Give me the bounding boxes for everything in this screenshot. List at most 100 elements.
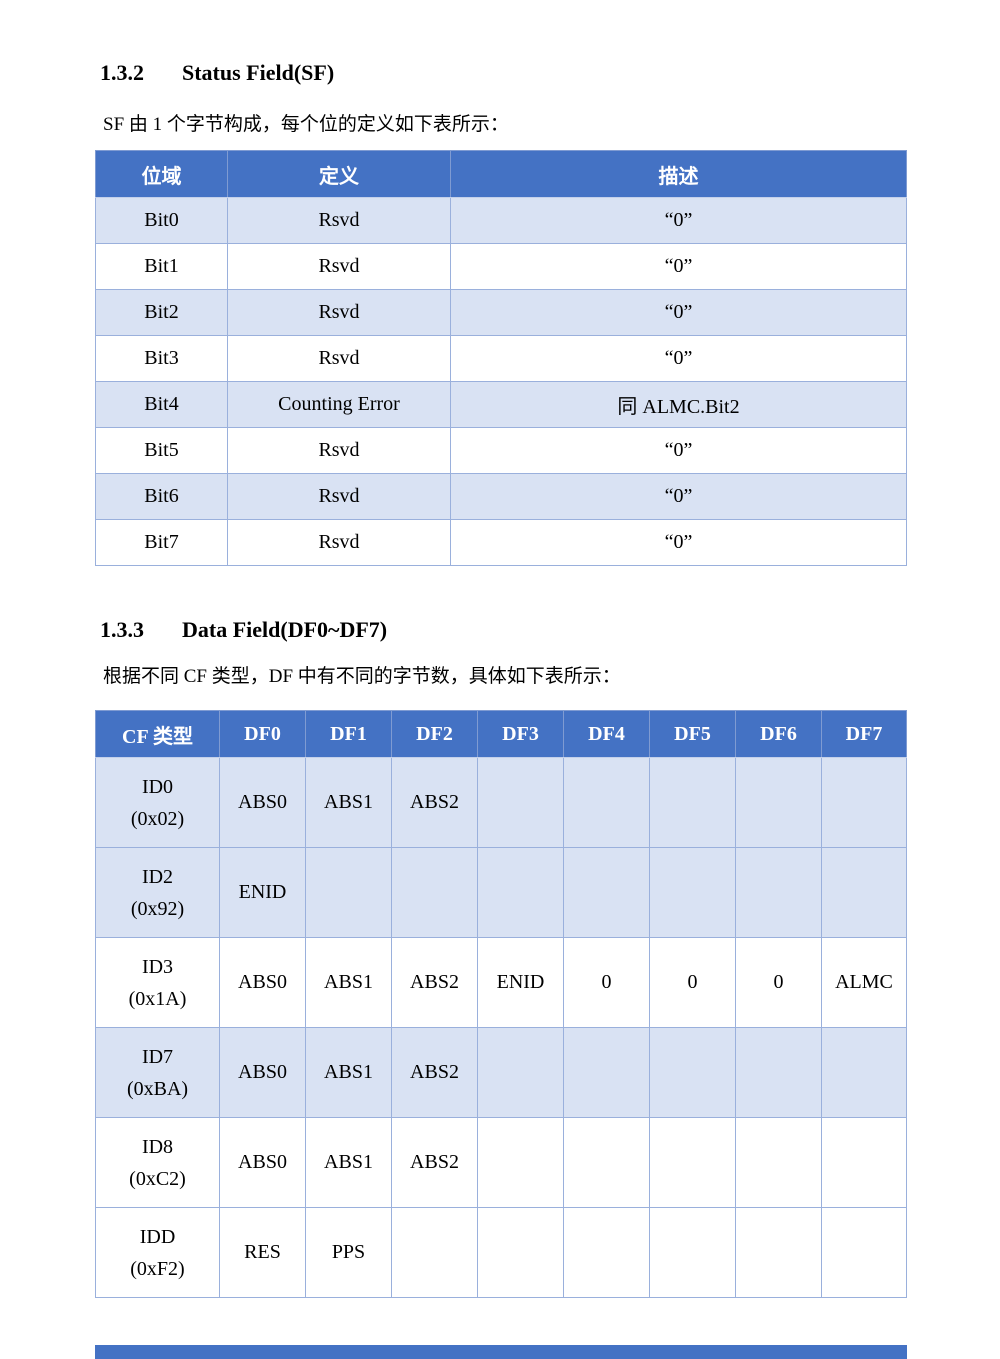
data-field-intro-text: 根据不同 CF 类型，DF 中有不同的字节数，具体如下表所示： <box>103 666 621 687</box>
column-header: 定义 <box>227 150 451 198</box>
cf-id: ID3 <box>141 955 174 978</box>
df6-cell <box>735 1117 822 1208</box>
section-number: 1.3.2 <box>100 60 144 85</box>
status-field-row: Bit2 Rsvd “0” <box>95 289 907 336</box>
section-heading-data-field: 1.3.3 Data Field(DF0~DF7) <box>100 617 387 643</box>
bit-cell: Bit0 <box>95 197 228 244</box>
df3-cell: ENID <box>477 937 564 1028</box>
column-header: DF1 <box>305 710 392 758</box>
cf-id: ID2 <box>141 865 174 888</box>
df5-cell <box>649 1117 736 1208</box>
status-field-row: Bit4 Counting Error 同 ALMC.Bit2 <box>95 381 907 428</box>
df3-cell <box>477 757 564 848</box>
df7-cell <box>821 757 907 848</box>
section-title: Data Field(DF0~DF7) <box>182 617 388 642</box>
df6-cell: 0 <box>735 937 822 1028</box>
cf-id: ID0 <box>141 775 174 798</box>
status-field-header-row: 位域 定义 描述 <box>95 150 907 198</box>
cf-type-cell: IDD (0xF2) <box>95 1207 220 1298</box>
df6-cell <box>735 847 822 938</box>
section-heading-status-field: 1.3.2 Status Field(SF) <box>100 60 334 86</box>
df6-cell <box>735 757 822 848</box>
description-cell: “0” <box>450 473 907 520</box>
definition-cell: Rsvd <box>227 519 451 566</box>
status-field-table: 位域 定义 描述 Bit0 Rsvd “0” Bit1 Rsvd “0” <box>95 150 907 566</box>
definition-cell: Rsvd <box>227 243 451 290</box>
column-header: DF5 <box>649 710 736 758</box>
df2-cell: ABS2 <box>391 1027 478 1118</box>
data-field-row: ID7 (0xBA) ABS0 ABS1 ABS2 <box>95 1027 907 1118</box>
cf-hex-code: (0xF2) <box>130 1257 185 1280</box>
description-cell: “0” <box>450 289 907 336</box>
definition-cell: Rsvd <box>227 427 451 474</box>
data-field-header-row: CF 类型 DF0 DF1 DF2 DF3 DF4 DF5 DF6 DF7 <box>95 710 907 758</box>
status-field-row: Bit1 Rsvd “0” <box>95 243 907 290</box>
column-header: DF4 <box>563 710 650 758</box>
df7-cell <box>821 1117 907 1208</box>
description-cell: “0” <box>450 335 907 382</box>
df2-cell: ABS2 <box>391 937 478 1028</box>
cf-id: ID8 <box>141 1135 174 1158</box>
df4-cell <box>563 1117 650 1208</box>
cf-hex-code: (0xBA) <box>126 1077 189 1100</box>
cf-id: IDD <box>139 1225 176 1248</box>
cf-id: ID7 <box>141 1045 174 1068</box>
description-cell: “0” <box>450 197 907 244</box>
cf-hex-code: (0x92) <box>130 897 185 920</box>
cf-type-cell: ID0 (0x02) <box>95 757 220 848</box>
cf-type-cell: ID7 (0xBA) <box>95 1027 220 1118</box>
description-cell: “0” <box>450 519 907 566</box>
cf-hex-code: (0x02) <box>130 807 185 830</box>
bit-cell: Bit3 <box>95 335 228 382</box>
column-header: DF2 <box>391 710 478 758</box>
data-field-row: ID0 (0x02) ABS0 ABS1 ABS2 <box>95 757 907 848</box>
data-field-row: ID8 (0xC2) ABS0 ABS1 ABS2 <box>95 1117 907 1208</box>
df1-cell: ABS1 <box>305 937 392 1028</box>
df6-cell <box>735 1207 822 1298</box>
df1-cell: ABS1 <box>305 757 392 848</box>
cf-hex-code: (0xC2) <box>129 1167 186 1190</box>
bit-cell: Bit4 <box>95 381 228 428</box>
status-field-intro-text: SF 由 1 个字节构成，每个位的定义如下表所示： <box>103 114 509 135</box>
status-field-row: Bit7 Rsvd “0” <box>95 519 907 566</box>
df4-cell <box>563 1207 650 1298</box>
bit-cell: Bit6 <box>95 473 228 520</box>
df5-cell <box>649 757 736 848</box>
df0-cell: RES <box>219 1207 306 1298</box>
df1-cell <box>305 847 392 938</box>
data-field-table: CF 类型 DF0 DF1 DF2 DF3 DF4 DF5 DF6 DF7 <box>95 710 907 1298</box>
definition-cell: Rsvd <box>227 473 451 520</box>
description-cell: “0” <box>450 243 907 290</box>
definition-cell: Counting Error <box>227 381 451 428</box>
df4-cell <box>563 1027 650 1118</box>
df3-cell <box>477 1207 564 1298</box>
definition-cell: Rsvd <box>227 289 451 336</box>
definition-cell: Rsvd <box>227 197 451 244</box>
df5-cell <box>649 847 736 938</box>
df7-cell <box>821 847 907 938</box>
df2-cell <box>391 1207 478 1298</box>
df5-cell: 0 <box>649 937 736 1028</box>
column-header: DF6 <box>735 710 822 758</box>
data-field-row: IDD (0xF2) RES PPS <box>95 1207 907 1298</box>
df5-cell <box>649 1027 736 1118</box>
df0-cell: ABS0 <box>219 757 306 848</box>
df0-cell: ABS0 <box>219 1117 306 1208</box>
description-cell: “0” <box>450 427 907 474</box>
section-number: 1.3.3 <box>100 617 144 642</box>
df0-cell: ABS0 <box>219 937 306 1028</box>
df7-cell <box>821 1027 907 1118</box>
column-header: CF 类型 <box>95 710 220 758</box>
column-header: 描述 <box>450 150 907 198</box>
df7-cell: ALMC <box>821 937 907 1028</box>
df4-cell: 0 <box>563 937 650 1028</box>
column-header: DF7 <box>821 710 907 758</box>
df1-cell: ABS1 <box>305 1027 392 1118</box>
df1-cell: PPS <box>305 1207 392 1298</box>
status-field-row: Bit0 Rsvd “0” <box>95 197 907 244</box>
df3-cell <box>477 847 564 938</box>
description-cell: 同 ALMC.Bit2 <box>450 381 907 428</box>
bit-cell: Bit2 <box>95 289 228 336</box>
data-field-row: ID3 (0x1A) ABS0 ABS1 ABS2 ENID 0 0 0 ALM… <box>95 937 907 1028</box>
